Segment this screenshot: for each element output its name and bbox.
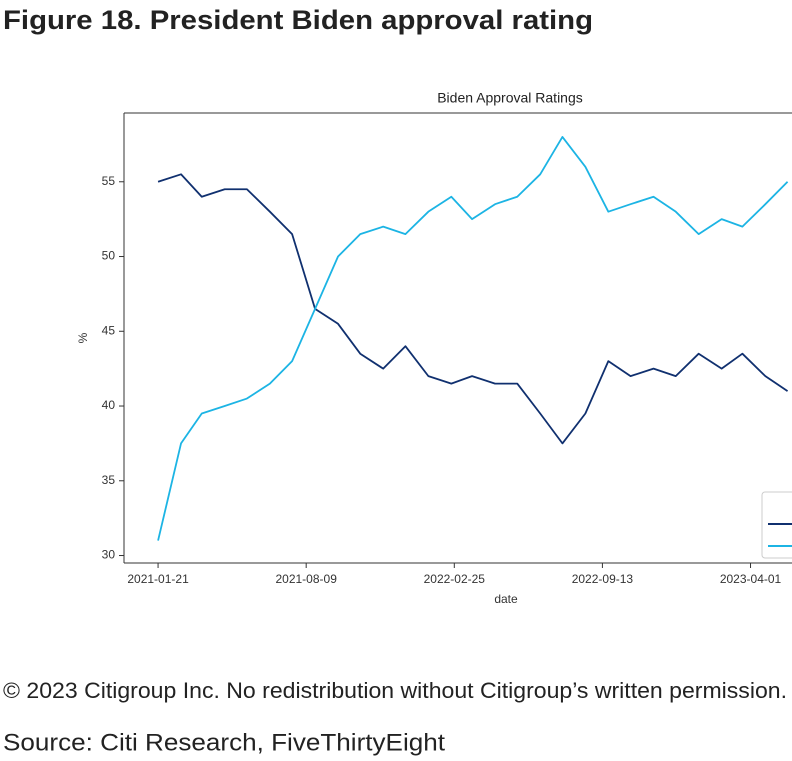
chart-title: Biden Approval Ratings [437,90,583,106]
x-tick-label: 2021-01-21 [127,572,189,586]
y-tick-label: 30 [102,548,116,562]
series-line [157,173,789,445]
y-tick-label: 55 [102,174,116,188]
x-axis-label: date [494,592,518,606]
y-tick-label: 35 [102,473,116,487]
x-tick-label: 2021-08-09 [275,572,337,586]
y-tick-label: 40 [102,398,116,412]
x-tick-label: 2022-02-25 [424,572,486,586]
y-tick-label: 45 [102,323,116,337]
series-line [157,136,789,541]
x-tick-label: 2022-09-13 [572,572,634,586]
x-tick-label: 2023-04-01 [720,572,782,586]
source: Source: Citi Research, FiveThirtyEight [3,729,445,756]
y-tick-label: 50 [102,249,116,263]
figure-title: Figure 18. President Biden approval rati… [3,5,593,35]
copyright: © 2023 Citigroup Inc. No redistribution … [3,678,787,703]
y-axis-label: % [76,332,90,343]
